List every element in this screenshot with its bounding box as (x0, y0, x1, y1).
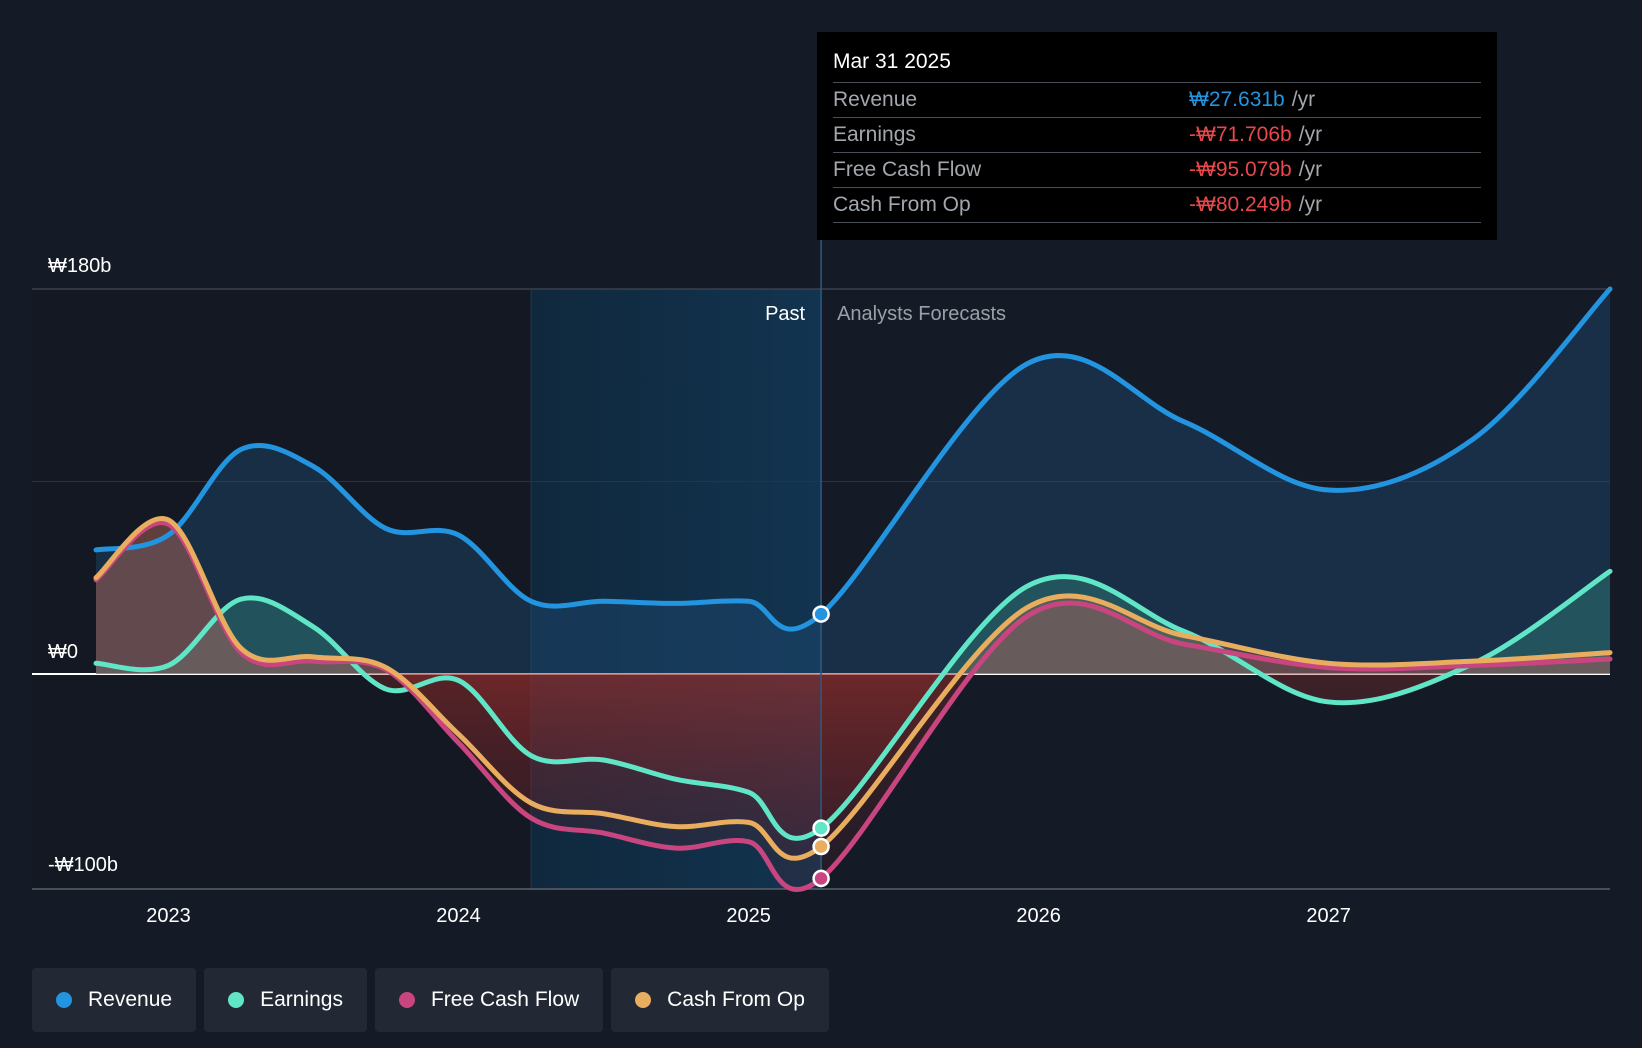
cash-from-op-area-negative (96, 674, 1610, 859)
legend-item-revenue[interactable]: Revenue (32, 968, 197, 1032)
legend-item-cash-from-op[interactable]: Cash From Op (611, 968, 829, 1032)
revenue-line (93, 286, 1613, 632)
earnings-area-positive (96, 571, 1610, 674)
legend-label: Revenue (88, 988, 173, 1011)
tooltip-label: Revenue (833, 88, 918, 111)
legend-label: Cash From Op (667, 988, 805, 1011)
tooltip-label: Cash From Op (833, 193, 971, 216)
x-tick-label: 2023 (146, 905, 191, 927)
cash-from-op-line (93, 516, 1613, 861)
tooltip-unit: /yr (1291, 88, 1316, 111)
cash-from-op-marker (812, 837, 830, 856)
hover-markers (812, 605, 830, 888)
chart: ₩180b ₩0 -₩100b 2023 2024 2025 2026 2027 Past A… (32, 240, 1613, 927)
legend-label: Free Cash Flow (430, 988, 580, 1011)
tooltip: Mar 31 2025 Revenue ₩27.631b /yr Earning… (817, 32, 1497, 240)
legend-item-free-cash-flow[interactable]: Free Cash Flow (374, 968, 604, 1032)
tooltip-date: Mar 31 2025 (833, 50, 951, 73)
tooltip-unit: /yr (1298, 158, 1323, 181)
revenue-area-positive (96, 289, 1610, 674)
earnings-dot-icon (228, 992, 245, 1008)
series-lines (93, 286, 1613, 892)
revenue-marker (812, 605, 830, 623)
tooltip-row-revenue: Revenue ₩27.631b /yr (833, 82, 1481, 117)
free-cash-flow-line (93, 520, 1613, 892)
tooltip-value: -₩80.249b (1189, 193, 1292, 216)
x-tick-label: 2024 (436, 905, 481, 927)
x-tick-label: 2026 (1016, 905, 1061, 927)
forecast-label: Analysts Forecasts (837, 303, 1006, 325)
legend-item-earnings[interactable]: Earnings (204, 968, 367, 1032)
tooltip-row-earnings: Earnings -₩71.706b /yr (833, 117, 1481, 152)
tooltip-label: Earnings (833, 123, 916, 146)
tooltip-value: ₩27.631b (1189, 88, 1285, 111)
x-tick-label: 2025 (726, 905, 771, 927)
x-tick-label: 2027 (1306, 905, 1351, 927)
legend: Revenue Earnings Free Cash Flow Cash Fro… (32, 968, 829, 1032)
tooltip-value: -₩71.706b (1189, 123, 1292, 146)
earnings-marker (812, 819, 830, 837)
tooltip-unit: /yr (1298, 123, 1323, 146)
tooltip-row-cash-from-op: Cash From Op -₩80.249b /yr (833, 187, 1481, 223)
free-cash-flow-marker (812, 869, 830, 888)
past-label: Past (765, 303, 805, 325)
tooltip-unit: /yr (1298, 193, 1323, 216)
axis-labels: ₩180b ₩0 -₩100b 2023 2024 2025 2026 2027 (48, 255, 1351, 927)
tooltip-label: Free Cash Flow (833, 158, 982, 181)
earnings-line (93, 568, 1613, 841)
y-axis-label: ₩0 (48, 641, 78, 663)
free-cash-flow-dot-icon (398, 992, 415, 1008)
tooltip-row-free-cash-flow: Free Cash Flow -₩95.079b /yr (833, 152, 1481, 187)
y-axis-label: -₩100b (48, 854, 118, 876)
revenue-dot-icon (56, 992, 72, 1008)
legend-label: Earnings (260, 988, 343, 1011)
tooltip-value: -₩95.079b (1189, 158, 1292, 181)
y-axis-label: ₩180b (48, 255, 111, 277)
cash-from-op-dot-icon (635, 992, 652, 1008)
